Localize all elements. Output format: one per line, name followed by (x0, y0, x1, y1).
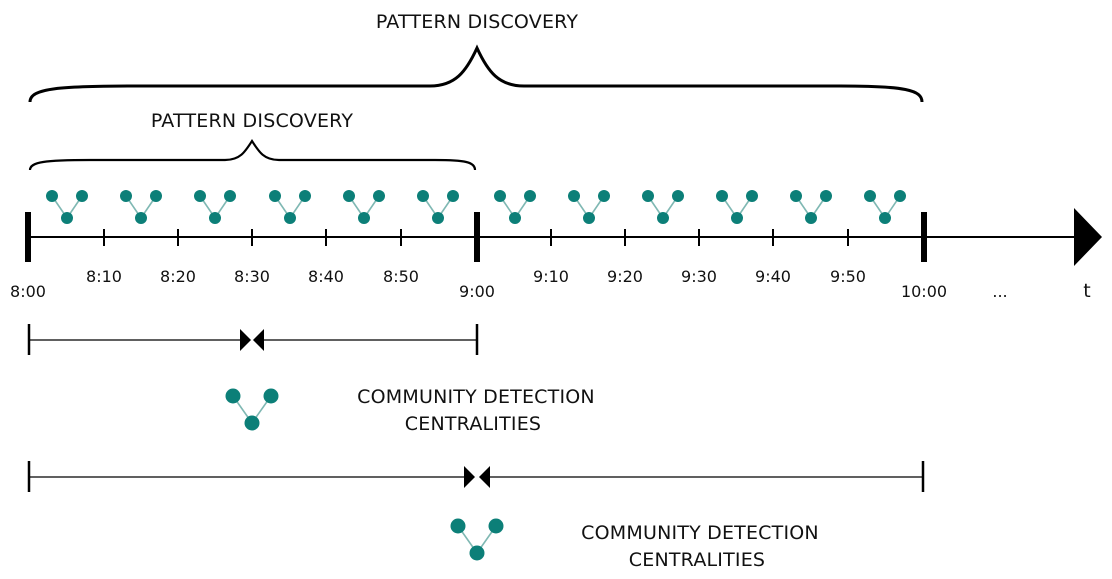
window-1-label-line1: COMMUNITY DETECTION (357, 386, 595, 408)
three-node-graph-icon (46, 190, 88, 224)
window-2: COMMUNITY DETECTION CENTRALITIES (27, 461, 925, 571)
three-node-graph-icon (864, 190, 906, 224)
three-node-graph-icon (343, 190, 385, 224)
minor-label: 9:10 (533, 267, 569, 286)
three-node-graph-icon (269, 190, 311, 224)
window-1-midpoint-left-arrow-icon (253, 329, 264, 351)
hour-label-9: 9:00 (459, 282, 495, 301)
hour-label-8: 8:00 (10, 282, 46, 301)
minor-label: 9:50 (830, 267, 866, 286)
window-1-midpoint-right-arrow-icon (240, 329, 251, 351)
window-2-graph-icon (450, 518, 504, 561)
minor-label: 8:20 (160, 267, 196, 286)
graph-glyph-row (46, 190, 906, 224)
window-2-midpoint-left-arrow-icon (479, 466, 490, 488)
three-node-graph-icon (716, 190, 758, 224)
minor-label: 9:40 (755, 267, 791, 286)
three-node-graph-icon (120, 190, 162, 224)
outer-brace-label: PATTERN DISCOVERY (376, 11, 578, 33)
inner-brace-label: PATTERN DISCOVERY (151, 110, 353, 132)
three-node-graph-icon (790, 190, 832, 224)
window-1-graph-icon (225, 388, 279, 431)
minor-label: 8:10 (86, 267, 122, 286)
minor-label: 8:40 (308, 267, 344, 286)
hour-label-10: 10:00 (901, 282, 947, 301)
minor-ticks (103, 229, 849, 246)
ellipsis-label: ... (992, 282, 1007, 301)
three-node-graph-icon (194, 190, 236, 224)
window-1-label-line2: CENTRALITIES (405, 413, 541, 435)
minor-label: 8:50 (383, 267, 419, 286)
outer-brace (28, 44, 924, 103)
three-node-graph-icon (494, 190, 536, 224)
inner-brace (28, 138, 477, 171)
axis-label-t: t (1083, 280, 1090, 302)
window-2-midpoint-right-arrow-icon (464, 466, 475, 488)
window-1: COMMUNITY DETECTION CENTRALITIES (27, 324, 595, 435)
three-node-graph-icon (642, 190, 684, 224)
minor-label: 9:20 (607, 267, 643, 286)
window-2-label-line1: COMMUNITY DETECTION (581, 522, 819, 544)
window-2-label-line2: CENTRALITIES (629, 549, 765, 571)
time-axis-arrowhead-icon (1074, 208, 1102, 266)
three-node-graph-icon (568, 190, 610, 224)
minor-label: 9:30 (681, 267, 717, 286)
three-node-graph-icon (417, 190, 459, 224)
minor-label: 8:30 (234, 267, 270, 286)
